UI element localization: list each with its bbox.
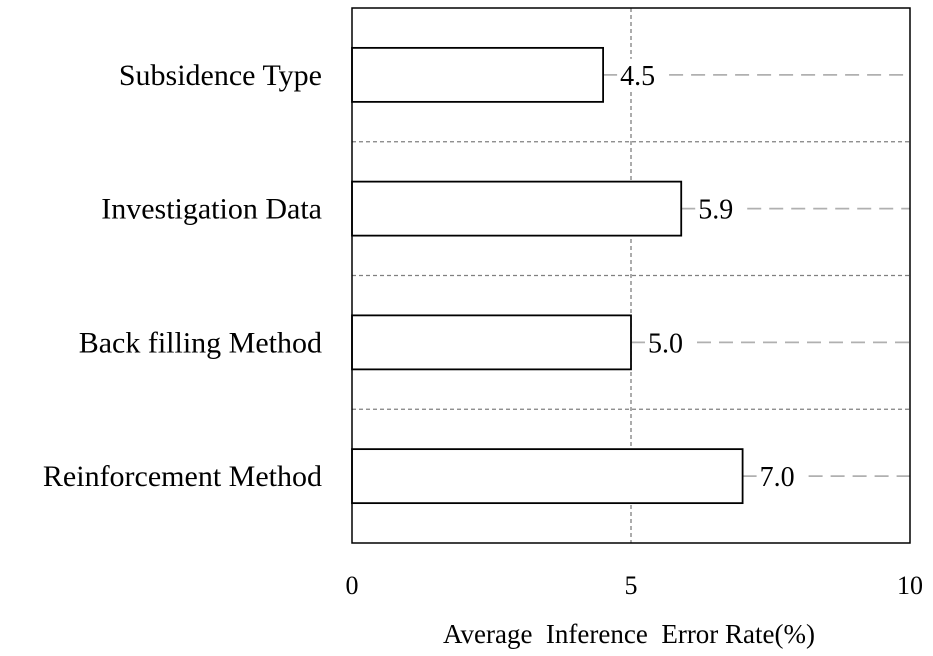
x-tick-label: 0 [346, 571, 359, 600]
category-labels: Subsidence Type Investigation Data Back fi… [43, 59, 322, 493]
x-tick-label: 10 [897, 571, 923, 600]
x-tick-label: 5 [625, 571, 638, 600]
category-label: Subsidence Type [119, 59, 322, 92]
bar [351, 180, 683, 237]
value-label-background [696, 192, 743, 223]
bar [351, 46, 605, 103]
bar [351, 314, 632, 371]
value-label: 5.0 [648, 328, 683, 359]
bar [351, 448, 744, 505]
value-label-background [646, 326, 692, 357]
grid-layer [352, 8, 910, 543]
value-label: 7.0 [760, 462, 795, 493]
x-axis-title: Average Inference Error Rate(%) [443, 619, 815, 649]
value-labels: 4.5 5.9 5.0 7.0 [618, 58, 804, 493]
category-label: Investigation Data [101, 193, 322, 226]
plot-frame [351, 7, 911, 544]
value-label-background [757, 460, 804, 491]
x-tick-labels: 0 5 10 [346, 571, 924, 600]
category-label: Reinforcement Method [43, 460, 322, 493]
value-label: 5.9 [698, 195, 733, 226]
category-label: Back filling Method [79, 326, 322, 359]
value-label-background [618, 58, 665, 89]
value-label: 4.5 [620, 61, 655, 92]
